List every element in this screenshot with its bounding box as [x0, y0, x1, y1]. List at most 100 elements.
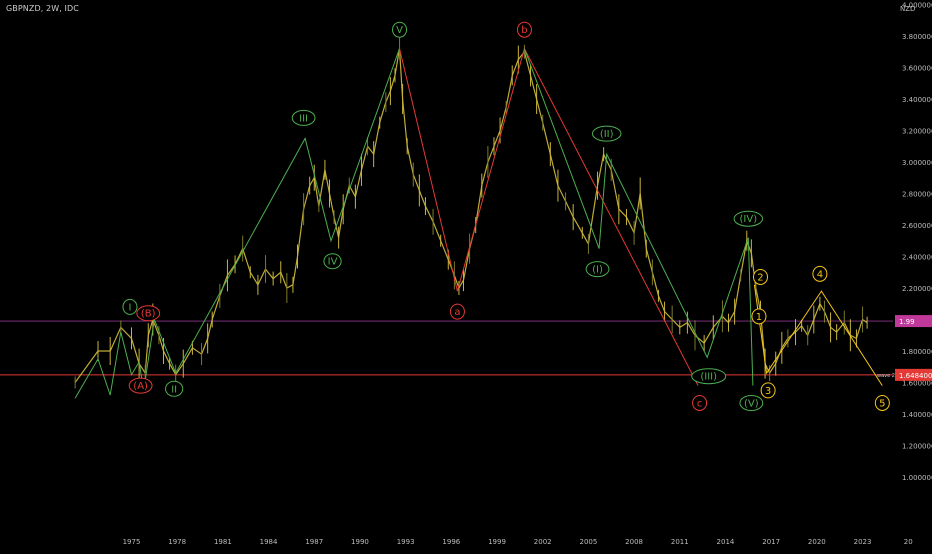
wave-label-circle [812, 265, 828, 282]
wave-label-circle [739, 394, 764, 411]
wave-label-text: (V) [744, 398, 759, 409]
current-price-tag-bg [895, 315, 932, 328]
current-price-tag-text: 1.99 [899, 318, 915, 326]
wave-label-I: I [122, 298, 138, 315]
wave-label-text: V [396, 25, 403, 36]
wave-label-V: V [392, 21, 408, 38]
y-tick-label: 1.600000 [902, 380, 932, 388]
wave-label-A: (A) [128, 377, 153, 394]
wave-label-circle [136, 305, 161, 322]
x-tick-label: 1984 [260, 538, 278, 546]
wave-label-text: (I) [592, 265, 603, 276]
y-tick-label: 3.000000 [902, 159, 932, 167]
wave-label-circle [323, 253, 342, 270]
y-tick-label: 1.000000 [902, 474, 932, 482]
wave-label-III: (III) [691, 368, 727, 385]
wave-label-circle [128, 377, 153, 394]
wave-label-circle [751, 308, 767, 325]
wave-label-IV: IV [323, 253, 342, 270]
x-tick-label: 1993 [397, 538, 415, 546]
x-axis[interactable]: 1975 1978 1981 1984 1987 1990 1993 1996 1999 2002… [123, 538, 913, 546]
wave-label-text: (B) [141, 309, 156, 320]
y-tick-label: 3.600000 [902, 65, 932, 73]
y-tick-label: 3.800000 [902, 33, 932, 41]
wave-label-text: I [129, 302, 132, 313]
y-tick-label: 2.800000 [902, 191, 932, 199]
y-tick-label: 4.000000 [902, 2, 932, 10]
wave-label-text: II [171, 384, 177, 395]
wave-label-c: c [692, 394, 708, 411]
wave-label-II: II [165, 380, 184, 397]
x-tick-label: 2008 [625, 538, 643, 546]
wave-label-text: (A) [133, 381, 148, 392]
support-tag-text: 1.648400 [899, 372, 932, 380]
wave-label-circle [165, 380, 184, 397]
y-tick-label: 2.400000 [902, 254, 932, 262]
wave-label-1: 1 [751, 308, 767, 325]
subwaves-wave-line [523, 48, 754, 386]
x-tick-label: 1987 [305, 538, 323, 546]
wave-label-text: 1 [756, 312, 762, 323]
x-tick-label: 1975 [123, 538, 141, 546]
x-tick-label: 1981 [214, 538, 232, 546]
wave-label-II: (II) [591, 125, 622, 142]
abc-correction-wave-line [399, 47, 699, 386]
wave-label-text: (II) [600, 129, 614, 140]
x-tick-label: 2017 [762, 538, 780, 546]
y-axis[interactable]: 1.000000 1.200000 1.400000 1.600000 1.800000… [877, 2, 932, 483]
x-tick-label: 2014 [717, 538, 735, 546]
current-count-wave-line [753, 284, 883, 386]
wave-label-circle [122, 298, 138, 315]
x-tick-label: 1990 [351, 538, 369, 546]
currency-label: NZD [900, 5, 915, 13]
wave-label-I: (I) [585, 261, 610, 278]
wave-label-b: b [516, 21, 532, 38]
x-tick-label: 2005 [579, 538, 597, 546]
wave-label-text: c [697, 398, 703, 409]
wave-label-text: III [299, 113, 308, 124]
wave-label-text: IV [328, 257, 338, 268]
x-tick-label: 1996 [442, 538, 460, 546]
y-tick-label: 1.400000 [902, 411, 932, 419]
x-tick-label: 2011 [671, 538, 689, 546]
wave-label-circle [516, 21, 532, 38]
wave-label-2: 2 [752, 268, 768, 285]
wave-label-circle [291, 109, 316, 126]
wave-label-text: 3 [765, 386, 771, 397]
wave-lines-layer [74, 47, 883, 399]
wave-label-IV: (IV) [733, 210, 764, 227]
symbol-header: GBPNZD, 2W, IDC [6, 4, 79, 13]
wave-label-a: a [449, 303, 465, 320]
wave-label-circle [392, 21, 408, 38]
wave-label-circle [733, 210, 764, 227]
wave-labels-layer: I(B)(A) IIIIIIVVabc(I)(II)(III)(IV)(V)213… [122, 21, 890, 411]
wave-label-text: 4 [817, 269, 823, 280]
support-tag-bg [895, 368, 932, 381]
wave-label-circle [691, 368, 727, 385]
wave-label-circle [752, 268, 768, 285]
wave-label-text: b [521, 25, 527, 36]
wave-label-text: (III) [700, 372, 717, 383]
wave-label-circle [874, 394, 890, 411]
support-line-label: wave 2 [877, 373, 895, 379]
wave-label-4: 4 [812, 265, 828, 282]
wave-label-circle [585, 261, 610, 278]
x-tick-label: 20 [904, 538, 913, 546]
impulse-wave-line [74, 48, 400, 399]
y-tick-label: 3.400000 [902, 96, 932, 104]
wave-label-text: 5 [879, 398, 885, 409]
x-tick-label: 1999 [488, 538, 506, 546]
y-tick-label: 1.200000 [902, 443, 932, 451]
wave-label-text: (IV) [740, 214, 758, 225]
wave-label-circle [760, 382, 776, 399]
y-tick-label: 2.200000 [902, 285, 932, 293]
wave-label-text: 2 [757, 272, 763, 283]
wave-label-3: 3 [760, 382, 776, 399]
x-tick-label: 2020 [808, 538, 826, 546]
y-tick-label: 1.800000 [902, 348, 932, 356]
wave-label-circle [449, 303, 465, 320]
x-tick-label: 1978 [168, 538, 186, 546]
